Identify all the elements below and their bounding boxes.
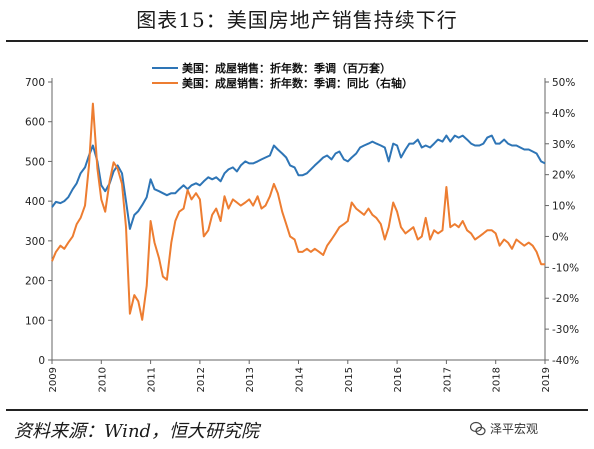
x-tick-label: 2017 [442,367,453,392]
y-right-tick-label: 50% [552,77,575,89]
y-right-tick-label: -10% [552,262,579,274]
x-tick-label: 2009 [48,367,59,392]
wechat-icon [470,421,486,435]
series-line-sales [51,134,546,230]
y-right-tick-label: -30% [552,324,579,336]
brand-name: 泽平宏观 [490,422,539,436]
legend-label: 美国：成屋销售：折年数：季调：同比（右轴） [182,76,413,90]
source-rule [6,409,588,411]
x-tick-label: 2015 [344,367,355,392]
y-right-tick-label: 0% [552,231,569,243]
y-right-tick-label: 10% [552,201,575,213]
y-right-tick-label: -40% [552,355,579,367]
x-tick-label: 2010 [97,367,108,392]
y-left-tick-label: 400 [25,196,45,208]
x-tick-label: 2014 [295,367,306,392]
y-right-tick-label: 20% [552,170,575,182]
legend-label: 美国：成屋销售：折年数：季调（百万套） [182,61,391,75]
x-tick-label: 2011 [147,367,158,392]
x-tick-label: 2019 [541,367,552,392]
x-tick-label: 2012 [196,367,207,392]
series-line-yoy [51,102,545,321]
source-note: 资料来源：Wind，恒大研究院 [14,421,260,442]
title-rule [6,40,588,42]
y-right-tick-label: -20% [552,293,579,305]
x-tick-label: 2013 [245,367,256,392]
y-left-tick-label: 200 [25,276,45,288]
chart-title: 图表15：美国房地产销售持续下行 [136,8,458,32]
y-left-tick-label: 0 [38,355,45,367]
y-right-tick-label: 30% [552,139,575,151]
y-left-tick-label: 700 [25,77,45,89]
chart-canvas: 0 100 200 300 400 500 600 700 50% 40% 30% 20% 10% 0% -… [25,61,579,392]
brand-badge: 泽平宏观 [470,420,538,437]
x-tick-label: 2016 [393,367,404,392]
y-left-tick-label: 300 [25,236,45,248]
y-left-tick-label: 600 [25,117,45,129]
x-tick-label: 2018 [492,367,503,392]
y-left-tick-label: 100 [25,315,45,327]
y-right-tick-label: 40% [552,108,575,120]
y-left-tick-label: 500 [25,156,45,168]
